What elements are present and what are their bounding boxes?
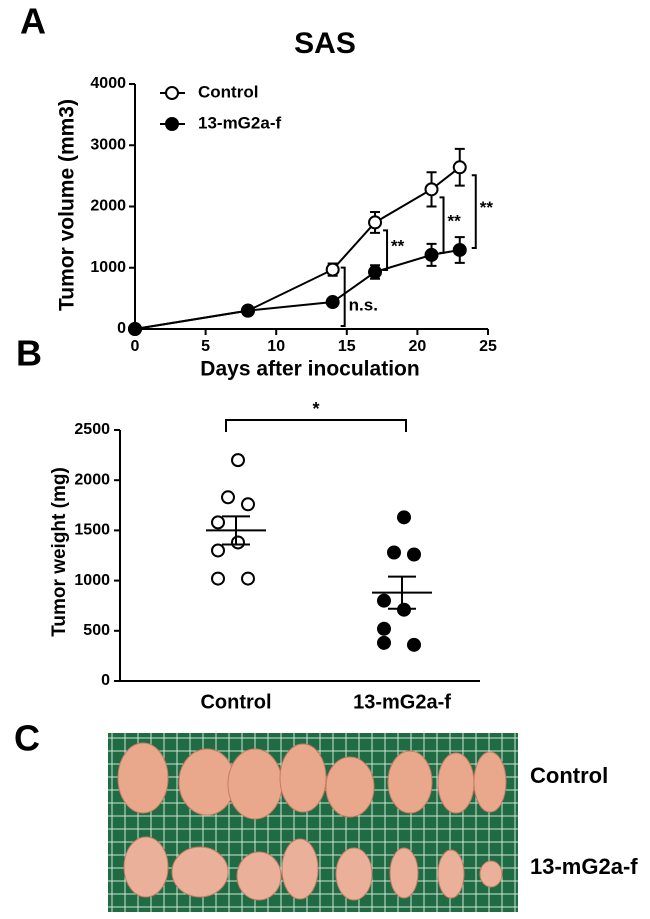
tumor <box>123 836 169 898</box>
x-tick-label: 13-mG2a-f <box>353 691 451 713</box>
tumor <box>227 748 283 820</box>
marker <box>325 295 340 310</box>
tumor <box>178 748 236 816</box>
y-tick-label: 500 <box>83 622 110 639</box>
tumor <box>279 743 327 813</box>
x-tick-label: 5 <box>201 338 210 355</box>
y-tick-label: 1000 <box>90 259 126 276</box>
marker <box>387 545 401 560</box>
tumor <box>325 756 375 818</box>
legend-marker <box>165 117 179 131</box>
tumor <box>389 847 419 899</box>
significance-bracket <box>471 174 477 249</box>
significance-bracket <box>439 196 445 254</box>
panel-letter: C <box>14 718 40 759</box>
x-tick-label: 20 <box>409 338 427 355</box>
marker <box>424 182 439 197</box>
panel-letter: B <box>16 333 42 374</box>
sem-bar <box>388 575 416 610</box>
marker <box>452 242 467 257</box>
marker <box>231 535 245 550</box>
significance-bracket <box>340 266 346 328</box>
significance-label: ** <box>480 198 494 217</box>
significance-bracket <box>225 419 407 432</box>
chart-title: SAS <box>294 27 356 60</box>
tumor <box>437 849 465 899</box>
y-tick-label: 2000 <box>90 198 126 215</box>
marker <box>368 265 383 280</box>
y-tick-label: 2000 <box>74 471 110 488</box>
x-tick-label: 10 <box>267 338 285 355</box>
legend-label: 13-mG2a-f <box>198 113 281 132</box>
marker <box>377 593 391 608</box>
y-axis-label: Tumor volume (mm3) <box>56 99 79 311</box>
sem-bar <box>222 515 250 546</box>
tumor <box>281 838 319 900</box>
x-tick-label: Control <box>200 691 271 713</box>
significance-label: * <box>312 399 319 419</box>
y-tick-label: 0 <box>101 672 110 689</box>
tumor <box>473 751 507 813</box>
marker <box>240 303 255 318</box>
tumor <box>236 851 282 901</box>
y-tick-label: 1000 <box>74 572 110 589</box>
marker <box>211 515 225 530</box>
marker <box>452 160 467 175</box>
marker <box>407 547 421 562</box>
photo-label: Control <box>530 763 608 788</box>
tumor-photo <box>108 733 518 912</box>
marker <box>424 247 439 262</box>
tumor <box>479 860 503 888</box>
marker <box>211 543 225 558</box>
marker <box>397 510 411 525</box>
y-axis-label: Tumor weight (mg) <box>49 467 70 637</box>
x-tick-label: 15 <box>338 338 356 355</box>
significance-label: ** <box>448 212 462 231</box>
y-tick-label: 2500 <box>74 421 110 438</box>
y-tick-label: 4000 <box>90 75 126 92</box>
marker <box>397 602 411 617</box>
marker <box>221 490 235 505</box>
photo-label: 13-mG2a-f <box>530 854 638 879</box>
marker <box>377 621 391 636</box>
x-axis-label: Days after inoculation <box>200 358 419 381</box>
marker <box>407 637 421 652</box>
significance-label: ** <box>391 237 405 256</box>
panel-letter: A <box>20 1 46 42</box>
tumor <box>171 846 229 898</box>
significance-bracket <box>383 229 389 272</box>
tumor <box>387 750 433 814</box>
legend-label: Control <box>198 82 258 101</box>
marker <box>211 571 225 586</box>
y-tick-label: 3000 <box>90 136 126 153</box>
marker <box>231 453 245 468</box>
tumor <box>335 847 373 901</box>
series-line <box>134 249 460 330</box>
marker <box>377 635 391 650</box>
x-tick-label: 0 <box>131 338 140 355</box>
x-tick-label: 25 <box>479 338 497 355</box>
marker <box>128 322 142 336</box>
marker <box>325 262 340 277</box>
significance-label: n.s. <box>349 295 378 314</box>
tumor <box>437 752 475 814</box>
marker <box>368 215 383 230</box>
marker <box>241 497 255 512</box>
y-tick-label: 0 <box>117 320 126 337</box>
marker <box>241 571 255 586</box>
legend-marker <box>165 86 179 100</box>
tumor <box>117 742 169 814</box>
y-tick-label: 1500 <box>74 522 110 539</box>
